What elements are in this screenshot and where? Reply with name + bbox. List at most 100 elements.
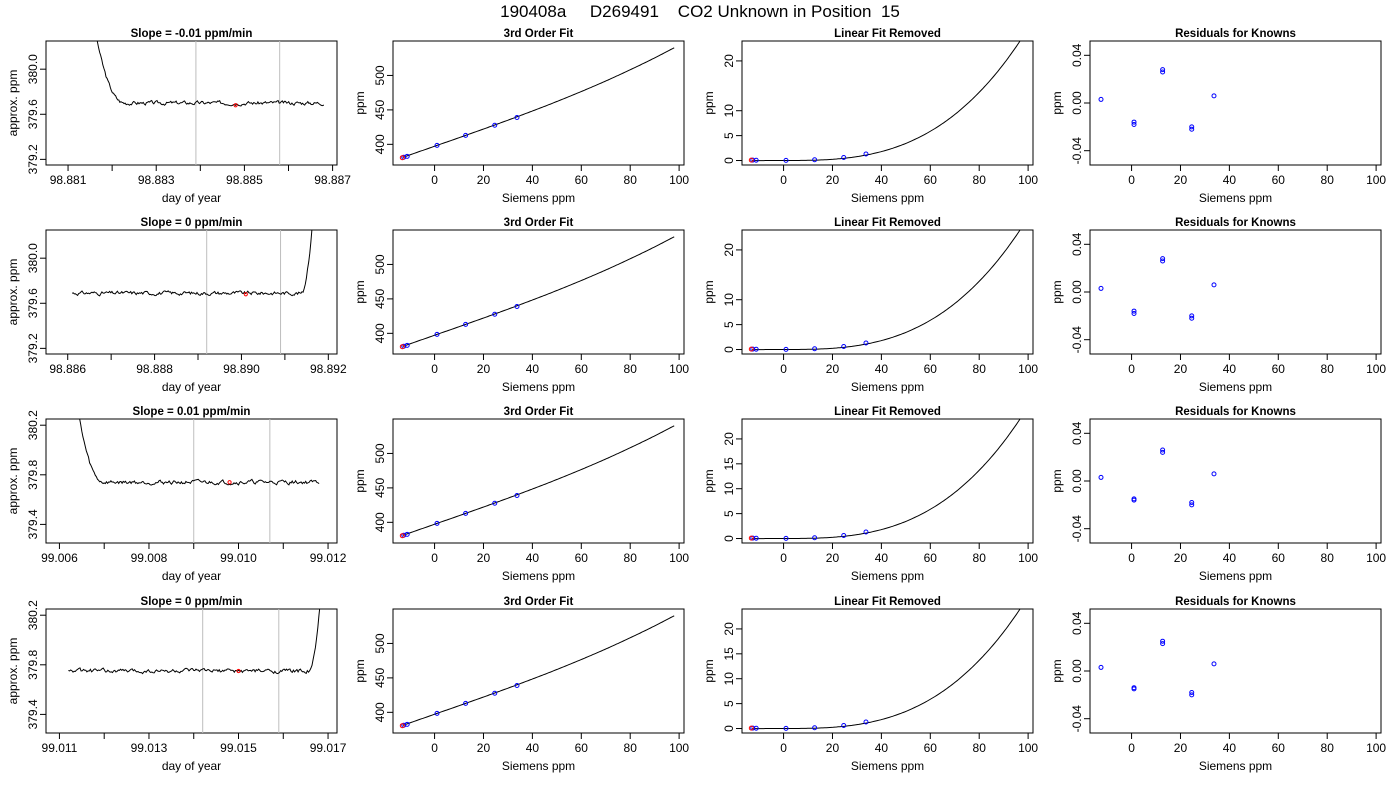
y-tick-label: 500: [373, 633, 387, 653]
concentration-trace: [96, 41, 325, 107]
y-tick-label: -0.04: [1070, 326, 1084, 354]
panel-title: Slope = 0 ppm/min: [141, 596, 243, 608]
known-standard-point: [434, 142, 440, 148]
x-tick-label: 0: [1128, 741, 1135, 755]
known-standard-point: [1131, 308, 1137, 314]
y-tick-label: 0.04: [1070, 232, 1084, 256]
known-standard-point: [404, 153, 410, 159]
x-axis-label: Siemens ppm: [502, 759, 575, 773]
y-tick-label: 5: [722, 510, 736, 517]
panel-time-trace-row-4: Slope = 0 ppm/min 99.011 99.013 99.015 99.01…: [6, 596, 347, 773]
plot-marks: [748, 41, 1021, 163]
y-tick-label: 500: [373, 254, 387, 274]
y-tick-label: 379.2: [26, 333, 40, 363]
y-tick-label: 15: [722, 457, 736, 471]
x-tick-label: 20: [477, 741, 491, 755]
x-tick-label: 20: [1174, 551, 1188, 565]
y-axis-label: ppm: [353, 280, 367, 303]
panel-cubic-fit-row-4: 3rd Order Fit 0 20 40 60 80 100 400 450 500 Siemen…: [353, 596, 689, 773]
concentration-trace: [68, 609, 321, 675]
known-standard-point: [783, 725, 789, 731]
x-axis-label: Siemens ppm: [851, 380, 924, 394]
x-tick-label: 98.885: [226, 173, 263, 187]
known-standard-point: [1211, 93, 1217, 99]
x-tick-label: 60: [575, 362, 589, 376]
x-tick-label: 60: [1272, 741, 1286, 755]
unknown-sample-point: [227, 480, 232, 485]
plot-marks: [79, 419, 320, 543]
known-standard-point: [783, 157, 789, 163]
known-standard-point: [841, 533, 847, 539]
known-standard-point: [492, 500, 498, 506]
fit-curve: [402, 425, 675, 536]
plot-frame: [392, 40, 685, 166]
known-standard-point: [783, 535, 789, 541]
plot-marks: [748, 230, 1021, 352]
plot-marks: [1098, 256, 1217, 321]
y-axis-label: approx. ppm: [6, 259, 20, 326]
y-tick-label: 10: [722, 672, 736, 686]
x-tick-label: 98.888: [136, 362, 173, 376]
x-tick-label: 80: [973, 551, 987, 565]
plot-frame: [45, 229, 338, 355]
x-tick-label: 99.015: [220, 741, 257, 755]
unknown-sample-point: [236, 668, 241, 674]
panel-title: Residuals for Knowns: [1175, 406, 1296, 418]
panel-title: Slope = 0 ppm/min: [141, 217, 243, 229]
y-axis-label: ppm: [1050, 659, 1064, 682]
x-axis-label: Siemens ppm: [502, 191, 575, 205]
panel-title: Linear Fit Removed: [834, 28, 941, 40]
x-tick-label: 20: [477, 173, 491, 187]
x-tick-label: 80: [624, 173, 638, 187]
x-tick-label: 80: [624, 362, 638, 376]
y-tick-label: 0.04: [1070, 421, 1084, 445]
unknown-sample-point: [748, 725, 754, 731]
fit-curve: [751, 419, 1021, 540]
y-tick-label: 400: [373, 323, 387, 343]
x-tick-label: 100: [1366, 362, 1386, 376]
plot-marks: [1098, 638, 1217, 698]
y-tick-label: 5: [722, 321, 736, 328]
y-tick-label: 20: [722, 432, 736, 446]
x-tick-label: 98.886: [49, 362, 86, 376]
fit-curve: [751, 41, 1021, 162]
x-tick-label: 0: [431, 362, 438, 376]
y-axis-label: ppm: [353, 659, 367, 682]
known-standard-point: [863, 151, 869, 157]
unknown-sample-point: [399, 155, 405, 161]
known-standard-point: [812, 535, 818, 541]
known-standard-point: [1211, 282, 1217, 288]
unknown-sample-point: [748, 346, 754, 352]
known-standard-point: [863, 529, 869, 535]
unknown-sample-point: [243, 292, 248, 297]
x-tick-label: 60: [924, 741, 938, 755]
y-tick-label: -0.04: [1070, 137, 1084, 165]
plot-marks: [96, 41, 325, 165]
x-tick-label: 0: [1128, 173, 1135, 187]
x-axis-label: Siemens ppm: [851, 191, 924, 205]
known-standard-point: [434, 710, 440, 716]
plot-frame: [741, 608, 1034, 734]
x-tick-label: 20: [826, 741, 840, 755]
x-tick-label: 99.011: [42, 741, 78, 755]
panel-residuals-row-3: Residuals for Knowns 0 20 40 60 80 100 -0.04 0.0…: [1050, 406, 1386, 583]
panel-title: 3rd Order Fit: [504, 596, 574, 608]
plot-frame: [1089, 608, 1382, 734]
panel-title: 3rd Order Fit: [504, 217, 574, 229]
panel-residuals-row-4: Residuals for Knowns 0 20 40 60 80 100 -0.04 0.0…: [1050, 596, 1386, 773]
y-tick-label: 400: [373, 134, 387, 154]
plot-frame: [1089, 40, 1382, 166]
x-tick-label: 20: [477, 362, 491, 376]
x-tick-label: 40: [1223, 551, 1237, 565]
y-axis-label: ppm: [1050, 280, 1064, 303]
known-standard-point: [463, 510, 469, 516]
panel-time-trace-row-3: Slope = 0.01 ppm/min 99.006 99.008 99.010 99…: [6, 406, 347, 583]
panel-linear-removed-row-3: Linear Fit Removed 0 20 40 60 80 100 0 5 10 15 20 Si…: [702, 406, 1038, 583]
x-tick-label: 60: [1272, 551, 1286, 565]
x-axis-label: Siemens ppm: [502, 569, 575, 583]
x-tick-label: 60: [1272, 362, 1286, 376]
x-axis-label: day of year: [162, 569, 221, 583]
x-tick-label: 40: [1223, 362, 1237, 376]
x-tick-label: 99.008: [131, 551, 168, 565]
